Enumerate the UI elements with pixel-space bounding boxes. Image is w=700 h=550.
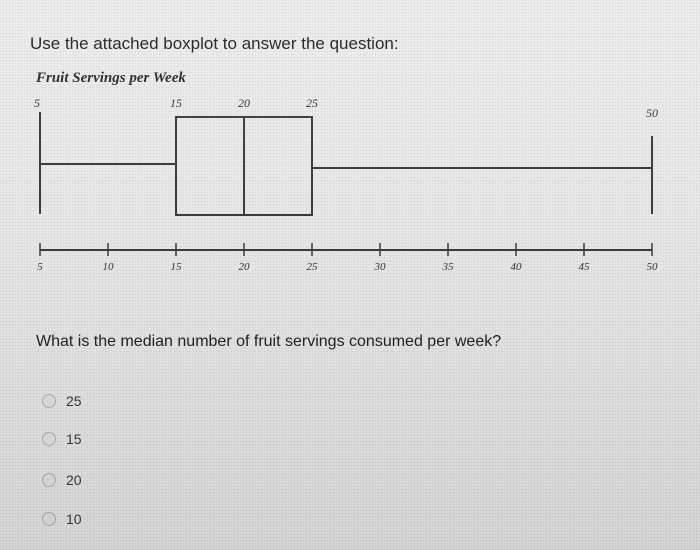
median-label: 20: [238, 96, 250, 110]
x-axis: 5 10 15 20 25 30 35 40 45 50: [37, 243, 658, 273]
answer-option-1[interactable]: 25: [42, 392, 82, 410]
option-label: 25: [66, 393, 82, 409]
tick-label: 45: [579, 261, 591, 273]
tick-label: 10: [103, 261, 115, 273]
tick-label: 40: [511, 261, 523, 273]
tick-label: 5: [37, 261, 43, 273]
tick-label: 35: [442, 261, 455, 273]
tick-label: 50: [647, 261, 659, 273]
question-text: What is the median number of fruit servi…: [36, 333, 502, 350]
radio-button[interactable]: [42, 432, 56, 446]
option-label: 10: [66, 511, 82, 527]
min-label: 5: [34, 96, 40, 110]
answer-option-4[interactable]: 10: [42, 510, 82, 528]
radio-button[interactable]: [42, 512, 56, 526]
tick-label: 30: [374, 261, 387, 273]
q3-label: 25: [306, 96, 318, 110]
boxplot: 5 15 20 25 50: [34, 96, 658, 216]
q1-label: 15: [170, 96, 182, 110]
option-label: 15: [66, 431, 82, 447]
answer-option-3[interactable]: 20: [42, 471, 82, 489]
radio-button[interactable]: [42, 473, 56, 487]
radio-button[interactable]: [42, 394, 56, 408]
tick-label: 15: [171, 261, 183, 273]
chart-title: Fruit Servings per Week: [36, 70, 186, 86]
option-label: 20: [66, 472, 82, 488]
question-prompt: Use the attached boxplot to answer the q…: [30, 34, 399, 53]
tick-label: 25: [307, 261, 319, 273]
answer-option-2[interactable]: 15: [42, 430, 82, 448]
boxplot-chart: 5 15 20 25 50 5 10 15 20 25 30 35 40 45 50: [34, 96, 658, 273]
max-label: 50: [646, 106, 658, 120]
tick-label: 20: [239, 261, 251, 273]
